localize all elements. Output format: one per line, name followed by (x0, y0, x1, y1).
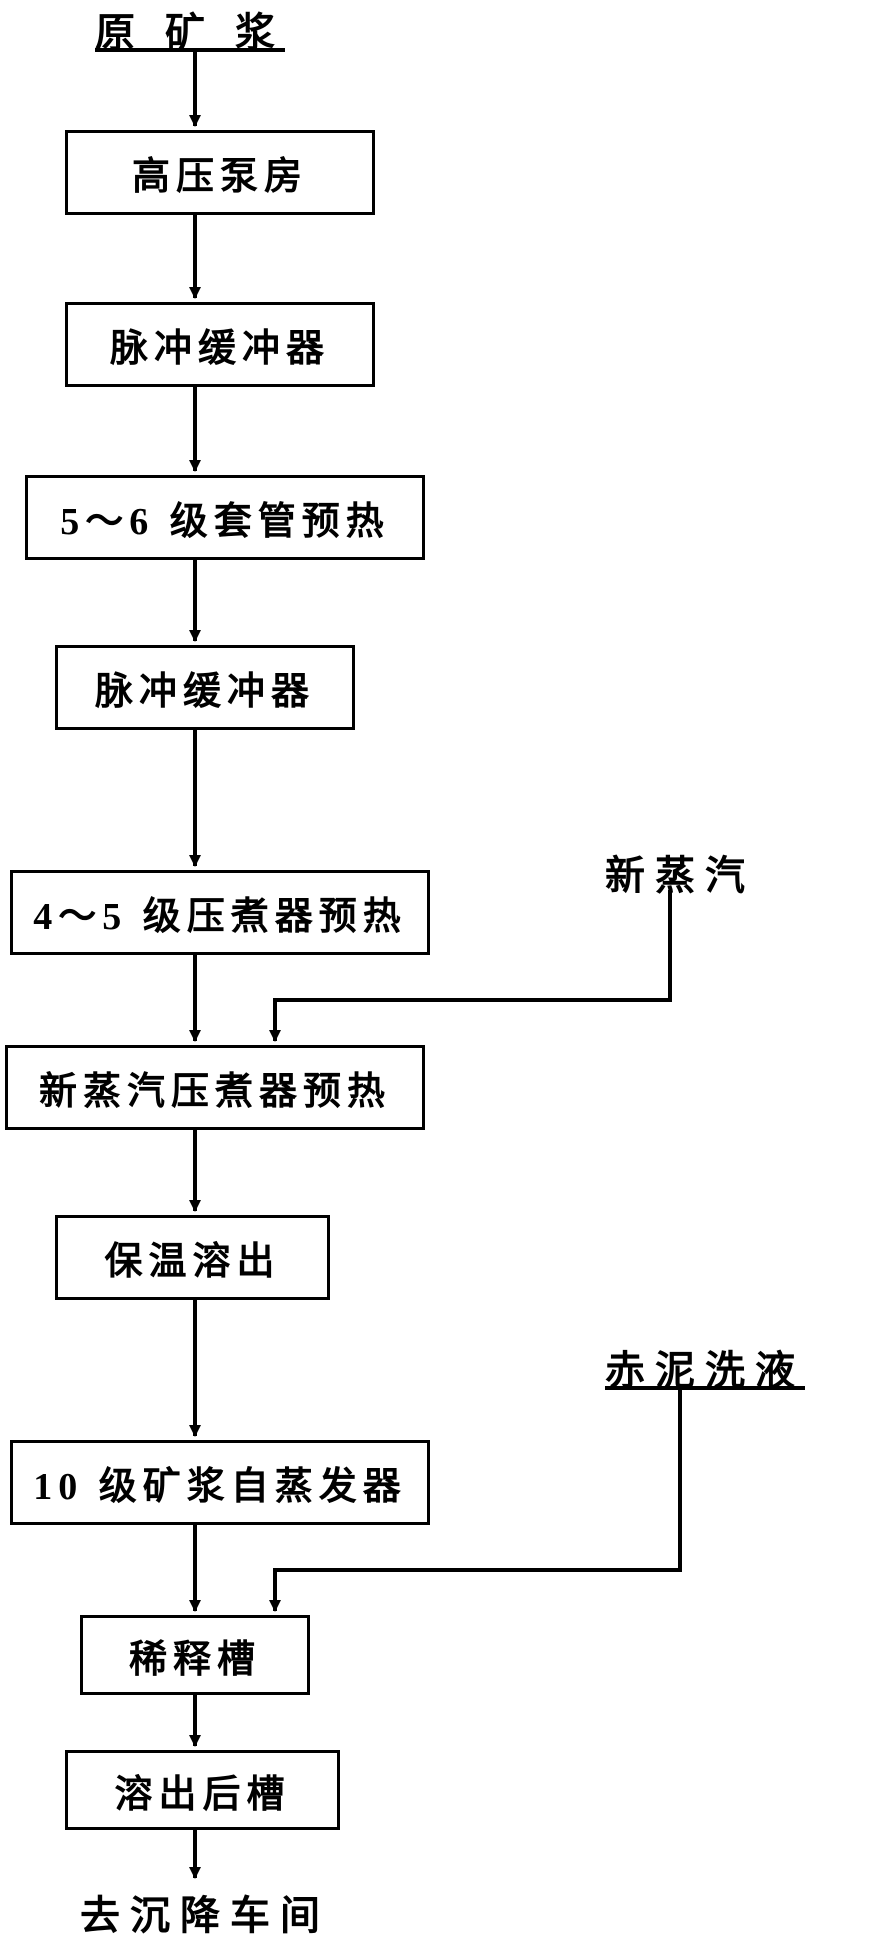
node-insulated-digestion: 保温溶出 (55, 1215, 330, 1300)
node-text: 5～6 级套管预热 (60, 490, 390, 545)
node-pulse-buffer-1: 脉冲缓冲器 (65, 302, 375, 387)
to-settling-label: 去沉降车间 (80, 1883, 330, 1941)
node-text: 稀释槽 (129, 1628, 261, 1683)
node-pulse-buffer-2: 脉冲缓冲器 (55, 645, 355, 730)
raw-slurry-text: 原 矿 浆 (95, 10, 285, 55)
node-digester-preheat: 4～5 级压煮器预热 (10, 870, 430, 955)
node-text: 溶出后槽 (114, 1763, 290, 1818)
node-text: 新蒸汽压煮器预热 (39, 1060, 391, 1115)
fresh-steam-label: 新蒸汽 (605, 843, 755, 901)
node-text: 脉冲缓冲器 (110, 317, 330, 372)
node-casing-preheat: 5～6 级套管预热 (25, 475, 425, 560)
red-mud-wash-label: 赤泥洗液 (605, 1338, 805, 1396)
node-text: 10 级矿浆自蒸发器 (33, 1455, 407, 1510)
raw-slurry-label: 原 矿 浆 (95, 0, 285, 58)
fresh-steam-text: 新蒸汽 (605, 853, 755, 898)
node-dilution-tank: 稀释槽 (80, 1615, 310, 1695)
node-steam-digester-preheat: 新蒸汽压煮器预热 (5, 1045, 425, 1130)
red-mud-wash-text: 赤泥洗液 (605, 1348, 805, 1393)
node-text: 高压泵房 (132, 145, 308, 200)
node-text: 脉冲缓冲器 (95, 660, 315, 715)
node-high-pressure-pump: 高压泵房 (65, 130, 375, 215)
to-settling-text: 去沉降车间 (80, 1893, 330, 1938)
node-text: 4～5 级压煮器预热 (33, 885, 407, 940)
node-post-digestion-tank: 溶出后槽 (65, 1750, 340, 1830)
node-text: 保温溶出 (104, 1230, 280, 1285)
node-flash-evaporator: 10 级矿浆自蒸发器 (10, 1440, 430, 1525)
